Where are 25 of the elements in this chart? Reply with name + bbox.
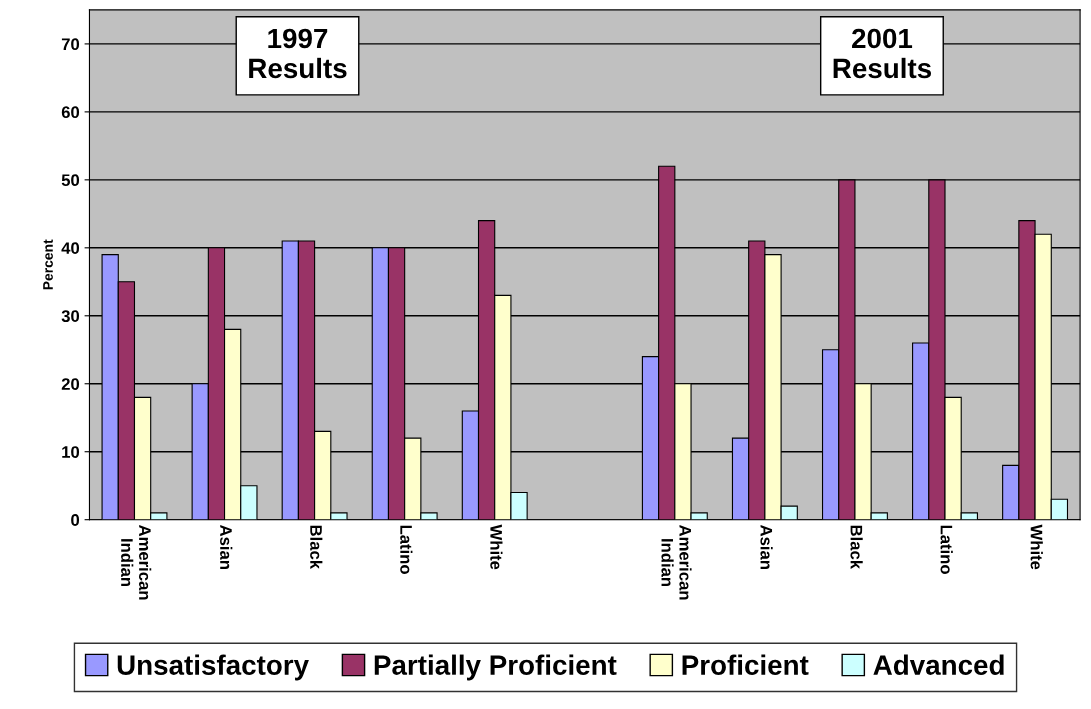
x-tick-label: American Indian <box>661 524 692 600</box>
y-tick-label: 40 <box>61 242 80 255</box>
y-tick-label: 10 <box>62 446 80 458</box>
legend-label: Unsatisfactory <box>117 654 309 681</box>
y-tick-label: 70 <box>61 38 80 51</box>
x-tick-label: Black <box>310 525 323 570</box>
x-tick-label: Asian <box>760 524 773 569</box>
x-tick-label: White <box>1030 524 1043 570</box>
x-tick-label: Latino <box>400 525 413 574</box>
y-tick-label: 0 <box>71 514 80 526</box>
y-tick-label: 50 <box>61 174 80 187</box>
x-tick-label: Asian <box>220 524 233 569</box>
legend-label: Partially Proficient <box>374 654 617 681</box>
x-tick-label: White <box>490 524 503 570</box>
x-tick-label: Black <box>850 525 863 570</box>
annotation: 2001 Results <box>833 28 931 79</box>
x-tick-label: Latino <box>940 525 953 574</box>
annotation: 1997 Results <box>249 28 347 79</box>
y-tick-label: 30 <box>61 310 80 323</box>
legend-label: Advanced <box>873 654 1004 675</box>
x-tick-label: American Indian <box>121 524 152 600</box>
legend-label: Proficient <box>682 654 809 675</box>
y-axis-title: Percent <box>43 239 53 290</box>
y-tick-label: 60 <box>61 106 80 119</box>
y-tick-label: 20 <box>61 378 80 390</box>
